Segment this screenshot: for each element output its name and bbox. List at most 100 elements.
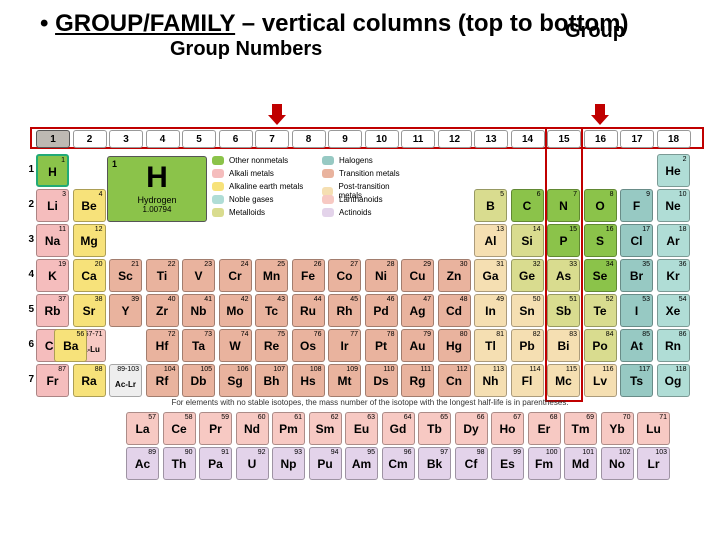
- element-cell: 5B: [474, 189, 507, 222]
- element-cell: 12Mg: [73, 224, 106, 257]
- group-number: 13: [474, 130, 508, 148]
- element-cell: 105Db: [182, 364, 215, 397]
- element-cell: 66Dy: [455, 412, 488, 445]
- arrow-down-icon: [272, 104, 282, 116]
- element-cell: 62Sm: [309, 412, 342, 445]
- element-cell: 27Co: [328, 259, 361, 292]
- element-cell: 111Rg: [401, 364, 434, 397]
- element-cell: 101Md: [564, 447, 597, 480]
- element-cell: 37Rb: [36, 294, 69, 327]
- element-cell: 34Se: [584, 259, 617, 292]
- element-cell: 44Ru: [292, 294, 325, 327]
- element-cell: 70Yb: [601, 412, 634, 445]
- element-cell: 115Mc: [547, 364, 580, 397]
- element-cell: 26Fe: [292, 259, 325, 292]
- element-cell: 51Sb: [547, 294, 580, 327]
- element-cell: 97Bk: [418, 447, 451, 480]
- element-cell: 4Be: [73, 189, 106, 222]
- element-cell: 77Ir: [328, 329, 361, 362]
- element-cell: 45Rh: [328, 294, 361, 327]
- element-cell: 96Cm: [382, 447, 415, 480]
- element-cell: 47Ag: [401, 294, 434, 327]
- element-cell: 39Y: [109, 294, 142, 327]
- element-cell: 10Ne: [657, 189, 690, 222]
- element-cell: 69Tm: [564, 412, 597, 445]
- period-number: 6: [20, 339, 34, 350]
- element-cell: 113Nh: [474, 364, 507, 397]
- element-cell: 1H: [36, 154, 69, 187]
- element-cell: 31Ga: [474, 259, 507, 292]
- element-cell: 99Es: [491, 447, 524, 480]
- legend-item: Alkaline earth metals: [212, 182, 303, 191]
- element-cell: 82Pb: [511, 329, 544, 362]
- element-cell: 89-103Ac-Lr: [109, 364, 142, 397]
- element-cell: 92U: [236, 447, 269, 480]
- element-cell: 109Mt: [328, 364, 361, 397]
- group-number: 3: [109, 130, 143, 148]
- group-number: 16: [584, 130, 618, 148]
- element-cell: 79Au: [401, 329, 434, 362]
- legend-item: Other nonmetals: [212, 156, 288, 165]
- element-cell: 104Rf: [146, 364, 179, 397]
- element-cell: 6C: [511, 189, 544, 222]
- element-cell: 72Hf: [146, 329, 179, 362]
- group-number-bar: 123456789101112131415161718: [36, 130, 704, 152]
- element-cell: 88Ra: [73, 364, 106, 397]
- element-cell: 94Pu: [309, 447, 342, 480]
- element-cell: 36Kr: [657, 259, 690, 292]
- element-cell: 50Sn: [511, 294, 544, 327]
- period-number: 5: [20, 304, 34, 315]
- period-number: 3: [20, 234, 34, 245]
- group-number: 12: [438, 130, 472, 148]
- element-cell: 75Re: [255, 329, 288, 362]
- group-number: 10: [365, 130, 399, 148]
- element-cell: 93Np: [272, 447, 305, 480]
- element-cell: 23V: [182, 259, 215, 292]
- element-cell: 35Br: [620, 259, 653, 292]
- element-cell: 49In: [474, 294, 507, 327]
- element-cell: 84Po: [584, 329, 617, 362]
- element-cell: 98Cf: [455, 447, 488, 480]
- element-cell: 14Si: [511, 224, 544, 257]
- element-cell: 40Zr: [146, 294, 179, 327]
- group-number: 5: [182, 130, 216, 148]
- legend-item: Transition metals: [322, 169, 400, 178]
- element-cell: 63Eu: [345, 412, 378, 445]
- element-cell: 58Ce: [163, 412, 196, 445]
- element-cell: 21Sc: [109, 259, 142, 292]
- element-cell: 57La: [126, 412, 159, 445]
- element-callout-hydrogen: 1 H Hydrogen 1.00794: [107, 156, 207, 222]
- element-cell: 41Nb: [182, 294, 215, 327]
- term: GROUP/FAMILY: [55, 10, 235, 37]
- element-cell: 118Og: [657, 364, 690, 397]
- element-cell: 7N: [547, 189, 580, 222]
- legend-item: Alkali metals: [212, 169, 274, 178]
- group-number: 9: [328, 130, 362, 148]
- legend-item: Metalloids: [212, 208, 265, 217]
- legend-item: Noble gases: [212, 195, 273, 204]
- element-cell: 76Os: [292, 329, 325, 362]
- period-number: 7: [20, 374, 34, 385]
- group-number: 1: [36, 130, 70, 148]
- element-cell: 71Lu: [637, 412, 670, 445]
- group-number: 14: [511, 130, 545, 148]
- element-cell: 80Hg: [438, 329, 471, 362]
- element-cell: 91Pa: [199, 447, 232, 480]
- element-cell: 112Cn: [438, 364, 471, 397]
- element-cell: 25Mn: [255, 259, 288, 292]
- element-cell: 9F: [620, 189, 653, 222]
- element-cell: 87Fr: [36, 364, 69, 397]
- element-cell: 24Cr: [219, 259, 252, 292]
- element-cell: 107Bh: [255, 364, 288, 397]
- element-cell: 67Ho: [491, 412, 524, 445]
- period-number: 2: [20, 199, 34, 210]
- element-cell: 59Pr: [199, 412, 232, 445]
- element-cell: 11Na: [36, 224, 69, 257]
- element-cell: 52Te: [584, 294, 617, 327]
- element-cell: 81Tl: [474, 329, 507, 362]
- element-cell: 19K: [36, 259, 69, 292]
- element-cell: 13Al: [474, 224, 507, 257]
- group-number: 11: [401, 130, 435, 148]
- element-cell: 100Fm: [528, 447, 561, 480]
- group-number: 4: [146, 130, 180, 148]
